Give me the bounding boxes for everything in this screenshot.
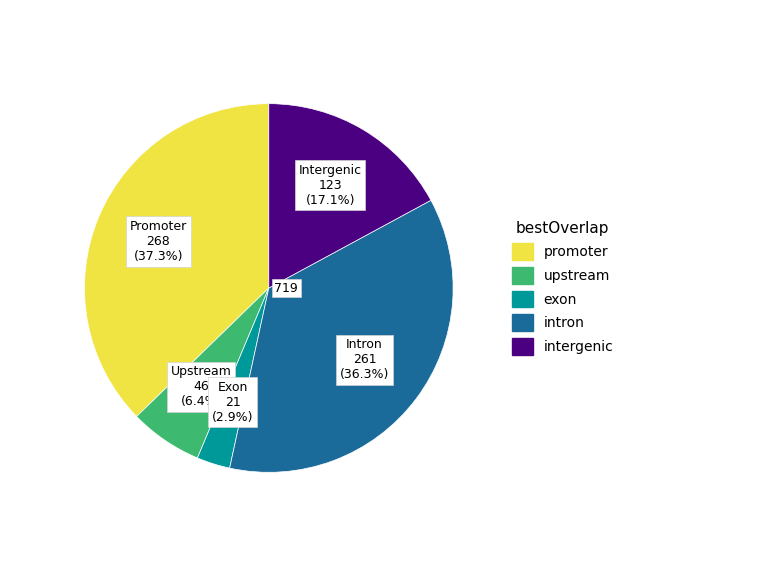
Wedge shape xyxy=(197,288,269,468)
Wedge shape xyxy=(137,288,269,458)
Legend: promoter, upstream, exon, intron, intergenic: promoter, upstream, exon, intron, interg… xyxy=(506,215,619,361)
Wedge shape xyxy=(269,104,431,288)
Text: Upstream
46
(6.4%): Upstream 46 (6.4%) xyxy=(170,366,232,408)
Text: Intron
261
(36.3%): Intron 261 (36.3%) xyxy=(340,339,389,381)
Wedge shape xyxy=(230,200,453,472)
Text: 719: 719 xyxy=(274,282,298,294)
Text: Promoter
268
(37.3%): Promoter 268 (37.3%) xyxy=(130,220,187,263)
Text: Intergenic
123
(17.1%): Intergenic 123 (17.1%) xyxy=(299,164,362,207)
Wedge shape xyxy=(84,104,269,416)
Text: Exon
21
(2.9%): Exon 21 (2.9%) xyxy=(212,381,253,424)
